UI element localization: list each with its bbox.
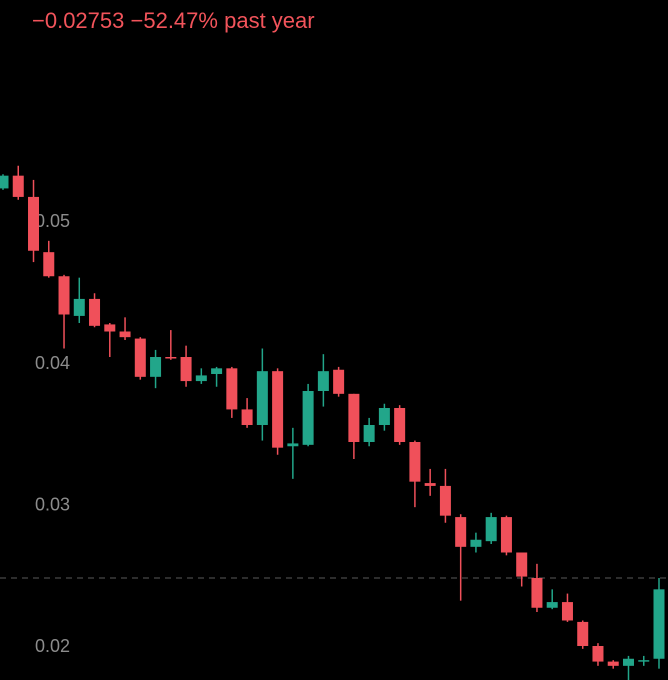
candle-body bbox=[424, 483, 436, 486]
candle-body bbox=[577, 621, 589, 646]
candle-body bbox=[607, 661, 619, 666]
candle-body bbox=[592, 646, 604, 662]
candle-body bbox=[363, 425, 375, 442]
candle-body bbox=[241, 409, 253, 425]
candle-body bbox=[58, 276, 70, 315]
candle-body bbox=[531, 578, 543, 608]
candle-body bbox=[561, 602, 573, 621]
candle-body bbox=[302, 391, 314, 445]
candle-body bbox=[28, 196, 40, 251]
candle-body bbox=[0, 175, 9, 189]
y-tick-label: 0.05 bbox=[35, 211, 70, 231]
candle-body bbox=[12, 175, 24, 197]
candle-body bbox=[180, 357, 192, 382]
candle-body bbox=[485, 517, 497, 542]
period: past year bbox=[224, 8, 315, 33]
y-tick-label: 0.02 bbox=[35, 636, 70, 656]
candle-body bbox=[211, 368, 223, 374]
candle-body bbox=[653, 589, 665, 659]
y-tick-label: 0.03 bbox=[35, 495, 70, 515]
candle-body bbox=[394, 408, 406, 442]
candle-body bbox=[317, 371, 329, 391]
y-tick-label: 0.04 bbox=[35, 353, 70, 373]
candle-body bbox=[272, 371, 284, 448]
candle-body bbox=[119, 331, 131, 338]
candle-body bbox=[165, 357, 177, 359]
candle-body bbox=[409, 442, 421, 482]
candle-body bbox=[73, 298, 85, 316]
candle-body bbox=[516, 552, 528, 577]
candle-body bbox=[89, 298, 101, 326]
candle-body bbox=[546, 602, 558, 608]
candle-body bbox=[287, 443, 299, 447]
change: −0.02753 bbox=[32, 8, 125, 33]
price-change-header: −0.02753 −52.47% past year bbox=[32, 8, 315, 34]
candle-body bbox=[333, 369, 345, 394]
candle-body bbox=[43, 252, 55, 277]
candle-body bbox=[226, 368, 238, 410]
candle-body bbox=[104, 324, 116, 332]
candle-body bbox=[348, 393, 360, 442]
candle-body bbox=[500, 517, 512, 553]
candle-body bbox=[439, 485, 451, 516]
candle-body bbox=[378, 408, 390, 425]
candle-body bbox=[455, 517, 467, 547]
candle-body bbox=[195, 375, 207, 382]
change-percent: −52.47% bbox=[130, 8, 218, 33]
candle-body bbox=[622, 658, 634, 666]
candle-body bbox=[150, 357, 162, 377]
candle-body bbox=[638, 660, 650, 662]
candle-body bbox=[470, 539, 482, 547]
candle-body bbox=[134, 338, 146, 377]
candle-body bbox=[256, 371, 268, 425]
